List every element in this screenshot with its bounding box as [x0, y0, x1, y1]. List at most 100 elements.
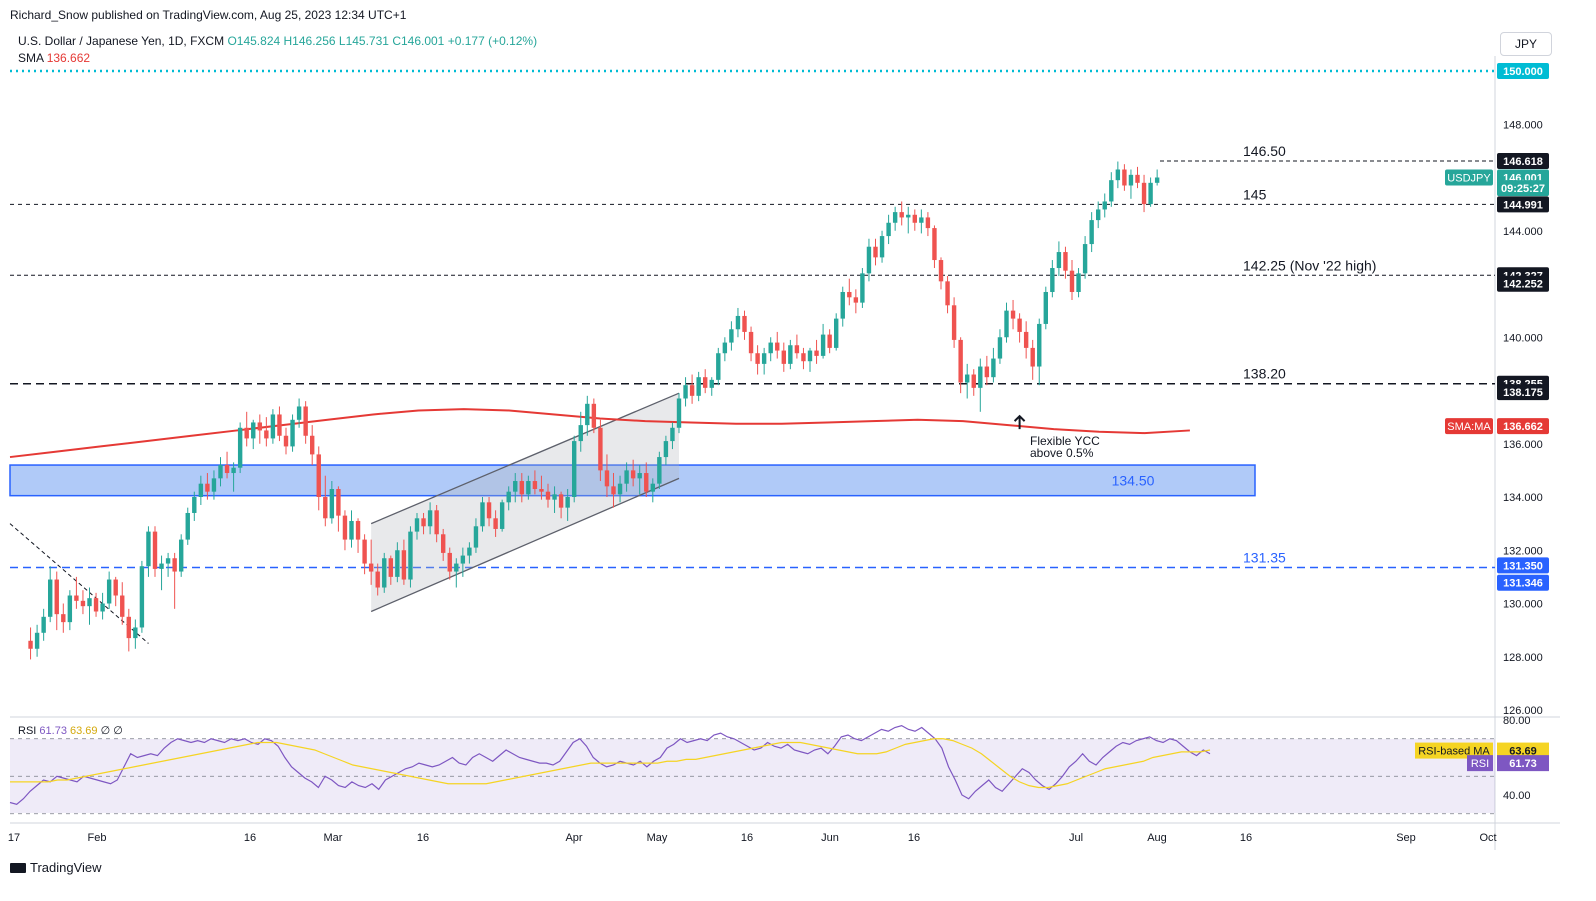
candle-body — [788, 345, 793, 364]
candle-body — [303, 406, 308, 436]
candle-body — [323, 497, 328, 519]
candle-body — [493, 518, 498, 529]
candle-body — [1148, 182, 1153, 205]
candle-body — [781, 350, 786, 364]
x-tick-label: Feb — [88, 832, 107, 844]
x-tick-label: Jun — [821, 832, 839, 844]
legend-sma[interactable]: SMA 136.662 — [18, 51, 90, 65]
candle-body — [984, 366, 990, 378]
annotation-text-line2: above 0.5% — [1030, 446, 1094, 460]
sma-label: SMA — [18, 51, 44, 65]
price-label-box — [1497, 275, 1549, 292]
candle-body — [873, 246, 878, 258]
candle-body — [146, 531, 151, 567]
candle-body — [460, 555, 466, 564]
candle-body — [879, 236, 885, 258]
candle-body — [506, 491, 511, 503]
candle-body — [663, 441, 669, 458]
candle-body — [61, 614, 66, 623]
candle-body — [1128, 174, 1134, 186]
tradingview-logo[interactable]: TradingView — [10, 860, 102, 875]
candle-body — [237, 427, 243, 468]
candle-body — [716, 353, 721, 380]
y-tick-label: 144.000 — [1503, 226, 1543, 238]
candle-body — [486, 502, 492, 519]
candle-body — [696, 377, 701, 396]
candle-body — [1141, 182, 1147, 205]
y-tick-label: 128.000 — [1503, 652, 1543, 664]
x-tick-label: 16 — [417, 832, 429, 844]
candle-body — [224, 465, 230, 474]
candle-body — [1023, 331, 1029, 348]
candle-body — [834, 318, 839, 348]
candle-body — [74, 595, 79, 601]
y-tick-label: 126.000 — [1503, 705, 1543, 717]
candle-body — [814, 350, 819, 356]
candle-body — [689, 385, 695, 396]
candle-body — [473, 526, 479, 548]
candle-body — [290, 419, 295, 447]
x-tick-label: May — [647, 832, 668, 844]
candle-body — [1135, 174, 1140, 183]
sma-value: 136.662 — [46, 51, 91, 65]
level-label-5: 131.35 — [1243, 550, 1286, 566]
candle-body — [480, 502, 485, 527]
candle-body — [165, 558, 171, 564]
candle-body — [41, 616, 46, 633]
candle-body — [860, 273, 865, 303]
candle-body — [179, 539, 184, 572]
candle-body — [761, 353, 767, 364]
candle-body — [355, 520, 361, 540]
candle-body — [231, 467, 236, 474]
candle-body — [185, 512, 190, 540]
level-label-4: 138.20 — [1243, 366, 1286, 382]
rsi-band — [10, 739, 1495, 813]
y-tick-label: 136.000 — [1503, 439, 1543, 451]
candle-body — [1102, 201, 1107, 210]
y-tick-label: 132.000 — [1503, 545, 1543, 557]
price-label: 131.350 — [1503, 560, 1543, 572]
x-tick-label: Mar — [324, 832, 343, 844]
candle-body — [1089, 220, 1094, 245]
series-tag: USDJPY — [1447, 172, 1491, 184]
candle-body — [375, 571, 380, 588]
ohlc-open: O145.824 — [227, 34, 281, 48]
candle-body — [532, 481, 538, 490]
candle-body — [427, 510, 433, 527]
candle-body — [1069, 270, 1075, 292]
currency-button[interactable]: JPY — [1500, 32, 1552, 56]
price-label-box — [1497, 196, 1549, 213]
rsi-tag-box — [1467, 755, 1493, 772]
candle-body — [48, 579, 53, 617]
symbol-title[interactable]: U.S. Dollar / Japanese Yen, 1D, FXCM — [18, 34, 225, 48]
candle-body — [67, 595, 73, 623]
candle-body — [932, 228, 937, 261]
candle-body — [572, 441, 577, 497]
price-label-box — [1497, 63, 1549, 79]
candle-body — [172, 558, 177, 572]
candle-body — [925, 217, 931, 229]
candle-body — [80, 600, 86, 607]
candle-body — [1063, 252, 1068, 271]
candle-body — [133, 627, 138, 639]
rsi-ma-tag: RSI-based MA — [1418, 746, 1490, 758]
y-tick-label: 134.000 — [1503, 492, 1543, 504]
legend-rsi[interactable]: RSI 61.73 63.69 ∅ ∅ — [18, 724, 123, 737]
candle-body — [296, 406, 302, 420]
candle-body — [997, 337, 1003, 359]
candle-body — [670, 427, 675, 442]
candle-body — [598, 427, 603, 471]
candle-body — [205, 483, 210, 492]
candle-body — [735, 315, 741, 330]
candle-body — [591, 403, 597, 428]
candle-body — [820, 334, 826, 356]
candle-body — [683, 385, 688, 399]
price-label: 150.000 — [1503, 66, 1543, 78]
candle-body — [644, 473, 649, 492]
candle-body — [152, 531, 158, 569]
rsi-tick-label: 80.00 — [1503, 715, 1531, 727]
candle-body — [1037, 323, 1042, 367]
candle-body — [218, 465, 223, 479]
candle-body — [794, 345, 800, 354]
